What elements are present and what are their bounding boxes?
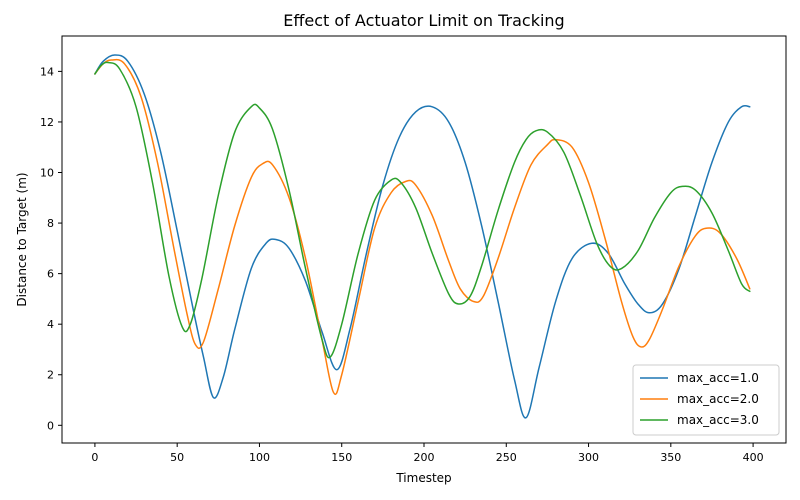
x-axis-label: Timestep [395,471,451,485]
y-tick-label: 10 [40,167,54,180]
y-axis: 0 2 4 6 8 10 12 14 [40,65,62,432]
series-line-3 [94,61,751,359]
legend-label-1: max_acc=1.0 [677,371,759,385]
legend: max_acc=1.0 max_acc=2.0 max_acc=3.0 [632,364,780,436]
x-tick-label: 0 [91,451,98,464]
y-axis-label: Distance to Target (m) [15,172,29,306]
y-tick-label: 4 [47,318,54,331]
chart-title: Effect of Actuator Limit on Tracking [283,11,564,30]
y-tick-label: 12 [40,116,54,129]
x-tick-label: 150 [331,451,352,464]
x-tick-label: 400 [743,451,764,464]
y-tick-label: 8 [47,217,54,230]
x-tick-label: 50 [170,451,184,464]
series-line-1 [94,54,751,419]
y-tick-label: 0 [47,419,54,432]
y-tick-label: 14 [40,65,54,78]
x-tick-label: 100 [249,451,270,464]
legend-box [632,364,780,436]
legend-entries: max_acc=1.0 max_acc=2.0 max_acc=3.0 [640,371,759,427]
legend-label-3: max_acc=3.0 [677,413,759,427]
x-tick-label: 300 [578,451,599,464]
y-tick-label: 2 [47,369,54,382]
y-tick-label: 6 [47,268,54,281]
x-tick-label: 200 [414,451,435,464]
x-tick-label: 250 [496,451,517,464]
x-tick-label: 350 [660,451,681,464]
plot-area: 0 50 100 150 200 250 300 350 400 0 2 4 6 8 10 12 14 [40,35,787,464]
legend-label-2: max_acc=2.0 [677,392,759,406]
series-line-2 [94,58,751,396]
x-axis: 0 50 100 150 200 250 300 350 400 [91,443,764,464]
series-lines [94,54,751,419]
